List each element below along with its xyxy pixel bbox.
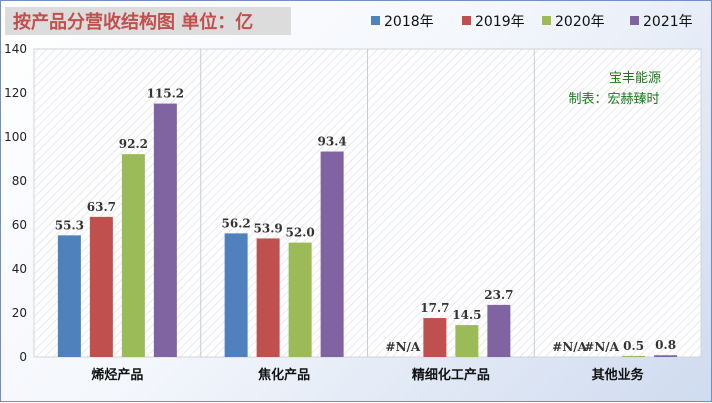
legend-label: 2021年 (643, 14, 693, 30)
y-tick-label: 120 (4, 86, 27, 100)
legend-swatch (371, 16, 380, 25)
data-label: #N/A (584, 340, 619, 354)
data-label: 93.4 (318, 135, 347, 149)
bar (455, 325, 479, 357)
bar (89, 216, 113, 357)
x-tick-label: 焦化产品 (257, 367, 310, 383)
bar (320, 151, 344, 357)
bar (256, 238, 280, 357)
y-tick-label: 40 (12, 262, 27, 276)
data-label: #N/A (552, 340, 587, 354)
x-tick-label: 精细化工产品 (412, 367, 490, 383)
x-axis: 烯烃产品 焦化产品 精细化工产品 其他业务 (91, 367, 644, 383)
bar (153, 103, 177, 357)
legend-swatch (542, 16, 551, 25)
data-label: 115.2 (147, 87, 185, 101)
legend-swatch (630, 16, 639, 25)
legend-label: 2019年 (475, 14, 525, 30)
data-label: 52.0 (286, 226, 315, 240)
legend: 2018年 2019年 2020年 2021年 (371, 14, 693, 30)
x-tick-label: 烯烃产品 (91, 367, 143, 383)
bar (423, 318, 447, 357)
category-dividers (200, 49, 535, 357)
data-label: 0.8 (655, 338, 676, 352)
y-axis: 0 20 40 60 80 100 120 140 (4, 42, 27, 364)
y-tick-label: 80 (12, 174, 27, 188)
bar (622, 355, 646, 357)
data-label: 17.7 (420, 301, 449, 315)
data-label: 23.7 (484, 288, 513, 302)
annotation-company: 宝丰能源 (609, 71, 661, 86)
x-tick-label: 其他业务 (592, 367, 645, 383)
y-tick-label: 140 (4, 42, 27, 56)
annotation-credit: 制表：宏赫臻时 (568, 92, 659, 107)
legend-label: 2020年 (555, 14, 605, 30)
y-tick-label: 60 (12, 218, 27, 232)
data-label: 53.9 (254, 221, 283, 235)
chart-title: 按产品分营收结构图 单位：亿 (13, 11, 253, 33)
bar (224, 233, 248, 357)
bar (654, 355, 678, 357)
y-tick-label: 100 (4, 130, 27, 144)
data-labels: 55.363.7 92.2 115.2 56.2 53.9 52.0 93.4 #N/A 17.… (55, 87, 676, 354)
data-label: 55.3 (55, 218, 84, 232)
annotation-box: 宝丰能源 制表：宏赫臻时 (568, 71, 661, 107)
legend-label: 2018年 (384, 14, 434, 30)
bar (487, 304, 511, 357)
data-label: 63.7 (87, 200, 116, 214)
data-label: 56.2 (222, 216, 251, 230)
bar (57, 235, 81, 357)
bar (121, 154, 145, 357)
y-tick-label: 20 (12, 306, 27, 320)
data-label: #N/A (386, 340, 421, 354)
title-background (5, 7, 291, 35)
bars-group (57, 103, 678, 357)
data-label: 92.2 (119, 137, 148, 151)
data-label: 14.5 (452, 308, 481, 322)
data-label: 0.5 (623, 339, 644, 353)
legend-swatch (462, 16, 471, 25)
y-tick-label: 0 (19, 350, 27, 364)
bar (288, 242, 312, 357)
